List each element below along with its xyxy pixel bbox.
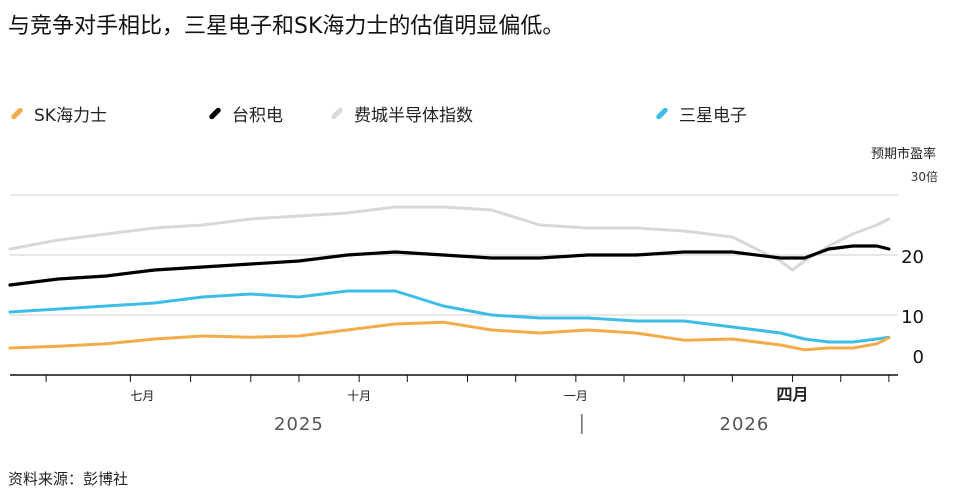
y-tick-label-10: 10	[901, 307, 924, 328]
y-tick-label-30: 30倍	[911, 169, 938, 184]
x-year-label-2026: 2026	[720, 414, 770, 435]
chart-legend: SK海力士 台积电 费城半导体指数 三星电子	[10, 101, 940, 127]
y-tick-label-0: 0	[913, 347, 924, 368]
axis-labels: 预期市盈率 30倍 20 10 0 七月 十月 一月 四月 2025 2026	[130, 146, 938, 435]
x-year-label-2025: 2025	[274, 414, 324, 435]
line-tsmc	[8, 244, 891, 287]
chart-title: 与竞争对手相比，三星电子和SK海力士的估值明显偏低。	[8, 14, 565, 39]
x-month-label-十月: 十月	[347, 389, 371, 403]
x-month-label-七月: 七月	[130, 389, 154, 403]
x-month-label-一月: 一月	[564, 389, 588, 403]
legend-entry-sox: 费城半导体指数	[330, 101, 473, 126]
legend-entry-sk-hynix: SK海力士	[10, 101, 107, 126]
legend-label-sox: 费城半导体指数	[354, 106, 473, 126]
y-tick-label-20: 20	[901, 247, 924, 268]
legend-label-samsung: 三星电子	[679, 106, 747, 126]
y-axis-title: 预期市盈率	[871, 146, 936, 162]
line-samsung	[8, 289, 891, 344]
legend-label-tsmc: 台积电	[232, 106, 283, 126]
legend-entry-samsung: 三星电子	[655, 101, 747, 126]
line-sox	[8, 205, 891, 272]
series-lines	[8, 205, 891, 352]
x-month-label-四月: 四月	[777, 385, 809, 404]
legend-label-sk-hynix: SK海力士	[34, 106, 107, 126]
line-sk-hynix	[8, 320, 891, 352]
legend-entry-tsmc: 台积电	[208, 101, 283, 126]
x-axis	[10, 374, 898, 434]
source-note: 资料来源：彭博社	[8, 470, 129, 488]
